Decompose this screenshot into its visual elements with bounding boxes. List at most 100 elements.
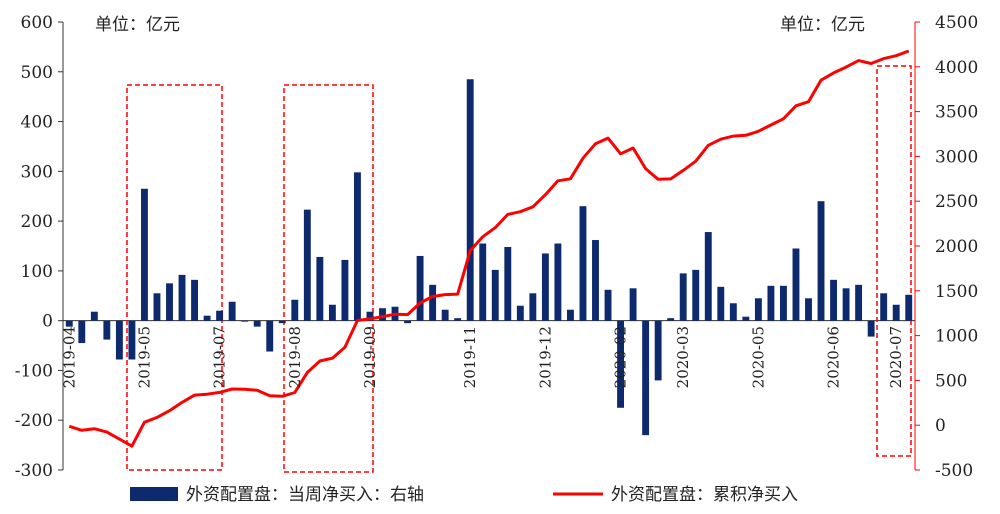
bar: [541, 253, 549, 321]
bar: [704, 232, 712, 321]
bar: [842, 288, 850, 321]
bar: [166, 283, 173, 321]
x-tick-label: 2020-07: [887, 326, 905, 388]
x-tick-label: 2020-06: [825, 326, 843, 388]
bar: [353, 172, 361, 321]
bar: [742, 316, 750, 321]
bar: [328, 304, 336, 321]
bar: [491, 269, 499, 321]
x-tick-label: 2019-12: [536, 326, 554, 388]
bar: [566, 309, 574, 321]
bar: [191, 279, 199, 321]
bar: [203, 315, 211, 321]
bar: [729, 303, 737, 321]
bar: [128, 320, 136, 360]
left-tick-label: 500: [21, 63, 53, 83]
right-tick-label: -500: [935, 461, 973, 481]
left-tick-label: 100: [21, 262, 53, 282]
left-tick-label: 300: [21, 162, 53, 182]
bar: [554, 243, 562, 321]
bar: [253, 320, 261, 327]
right-tick-label: 2000: [935, 237, 978, 257]
right-tick-label: 4000: [935, 58, 978, 78]
bar: [617, 320, 625, 408]
bar: [717, 286, 725, 321]
left-tick-label: 200: [21, 212, 53, 232]
bar: [416, 255, 424, 321]
bar: [228, 301, 236, 321]
bar: [103, 320, 111, 340]
bar: [404, 320, 412, 324]
bar: [241, 320, 249, 322]
bar: [892, 304, 900, 321]
unit-right: 单位：亿元: [780, 15, 865, 35]
line-series: [68, 49, 910, 448]
left-tick-label: 600: [21, 13, 53, 33]
bar: [779, 285, 787, 321]
x-tick-label: 2019-09: [361, 326, 379, 388]
bar: [429, 284, 437, 321]
x-tick-label: 2019-07: [211, 326, 229, 388]
x-tick-label: 2020-03: [674, 326, 692, 388]
bar: [604, 289, 612, 321]
bar: [316, 256, 324, 321]
x-tick-label: 2020-02: [612, 326, 630, 388]
bar: [767, 285, 775, 321]
bar: [454, 318, 462, 321]
bar: [90, 311, 98, 321]
left-tick-label: -200: [15, 411, 53, 431]
bar: [341, 259, 349, 321]
bar: [516, 305, 524, 321]
bar: [880, 293, 888, 321]
left-tick-label: -300: [15, 461, 53, 481]
bar: [153, 293, 161, 321]
x-tick-label: 2019-08: [286, 326, 304, 388]
bar: [754, 298, 762, 321]
x-tick-label: 2019-04: [60, 326, 78, 388]
bar: [905, 294, 913, 321]
left-tick-label: 400: [21, 113, 53, 133]
bar: [805, 298, 812, 321]
bar: [692, 269, 700, 321]
bar: [115, 320, 123, 360]
x-tick-label: 2019-05: [135, 326, 153, 388]
bar: [867, 320, 875, 337]
bar: [679, 273, 687, 321]
legend-bar-label: 外资配置盘：当周净买入：右轴: [186, 485, 424, 505]
bar: [216, 310, 224, 321]
legend-line-label: 外资配置盘：累积净买入: [611, 485, 798, 505]
bar: [178, 274, 186, 321]
cumulative-line: [68, 49, 910, 448]
bar: [855, 284, 863, 321]
bar: [504, 246, 512, 321]
highlight-boxes: [126, 65, 912, 473]
bar: [642, 320, 650, 436]
bar: [817, 201, 825, 321]
bar: [592, 240, 599, 321]
right-tick-label: 1000: [935, 327, 978, 347]
bar: [266, 320, 274, 352]
bar: [140, 188, 148, 321]
bar: [667, 318, 675, 321]
x-tick-label: 2019-11: [461, 326, 479, 388]
bar: [654, 320, 662, 381]
left-tick-label: -100: [15, 361, 53, 381]
bar: [629, 288, 637, 321]
bar: [291, 299, 299, 321]
right-tick-label: 1500: [935, 282, 978, 302]
bar-series: [65, 79, 913, 436]
right-tick-label: 4500: [935, 13, 978, 33]
highlight-box: [283, 84, 374, 473]
bar: [65, 320, 73, 327]
bar: [529, 293, 537, 321]
highlight-box: [876, 65, 912, 457]
right-tick-label: 3500: [935, 103, 978, 123]
left-tick-label: 0: [42, 312, 53, 332]
bar: [792, 248, 800, 321]
unit-left: 单位：亿元: [95, 15, 180, 35]
bar: [466, 79, 474, 321]
bar: [366, 311, 374, 321]
right-tick-label: 0: [935, 416, 946, 436]
right-tick-label: 500: [935, 371, 967, 391]
